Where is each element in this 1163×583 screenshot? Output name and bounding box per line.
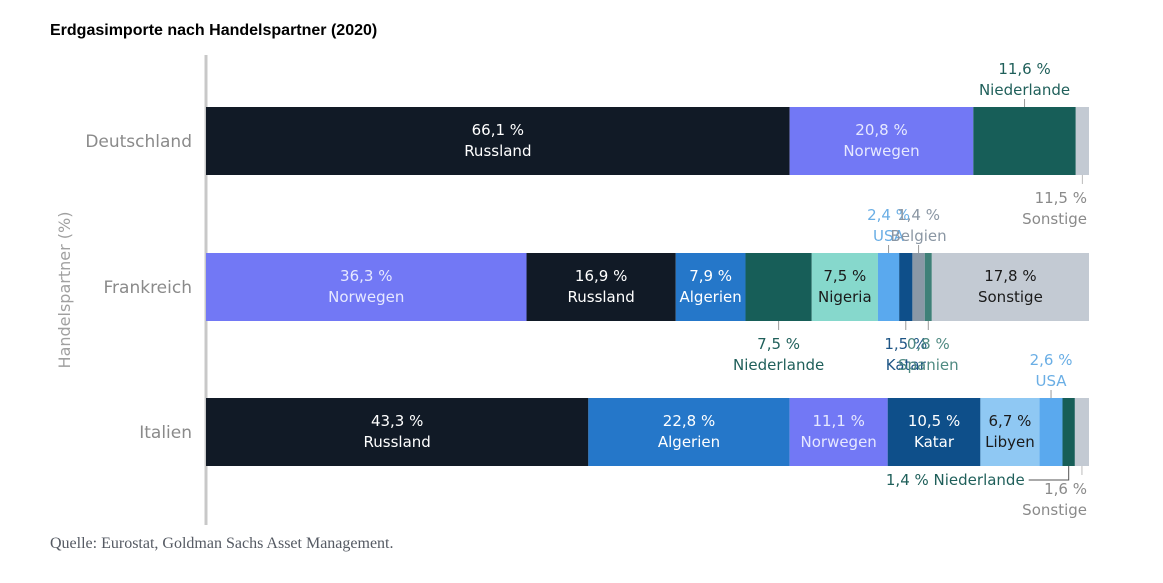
bar-frankreich-russland-label-text: Russland — [568, 288, 635, 306]
bar-frankreich-niederlande-label: 7,5 % Niederlande — [733, 335, 824, 374]
bar-frankreich-nigeria — [811, 253, 878, 321]
bar-frankreich-usa-label-value: 2,4 % — [867, 206, 910, 224]
bar-frankreich-nigeria-label: 7,5 % Nigeria — [818, 267, 872, 306]
bar-italien-katar-label-value: 10,5 % — [908, 412, 960, 430]
bar-italien-niederlande-leader — [1028, 466, 1070, 481]
bar-frankreich-belgien — [912, 253, 925, 321]
bar-frankreich-algerien-label-value: 7,9 % — [689, 267, 732, 285]
bar-deutschland-niederlande-label: 11,6 % Niederlande — [979, 60, 1070, 99]
bar-italien-norwegen — [789, 398, 888, 466]
category-label-italien: Italien — [139, 423, 192, 443]
bar-frankreich-sonstige-label: 17,8 % Sonstige — [978, 267, 1043, 306]
bar-frankreich-norwegen-label: 36,3 % Norwegen — [328, 267, 404, 306]
bar-italien-algerien — [588, 398, 790, 466]
bar-italien-sonstige — [1074, 398, 1089, 466]
bar-italien-russland-label-text: Russland — [364, 433, 431, 451]
source-note: Quelle: Eurostat, Goldman Sachs Asset Ma… — [50, 535, 394, 552]
chart-title: Erdgasimporte nach Handelspartner (2020) — [50, 22, 378, 39]
bar-frankreich-spanien-label-text: Spanien — [898, 356, 959, 374]
bar-italien-algerien-label-text: Algerien — [658, 433, 720, 451]
bar-deutschland-russland-label-text: Russland — [464, 142, 531, 160]
bar-italien-sonstige-label-text: Sonstige — [1022, 501, 1087, 519]
bar-frankreich-belgien-label-value: 1,4 % — [897, 206, 940, 224]
bar-frankreich-russland-label: 16,9 % Russland — [568, 267, 635, 306]
bar-italien-usa-label-text: USA — [1036, 372, 1068, 390]
bar-italien-katar-label: 10,5 % Katar — [908, 412, 960, 451]
bar-frankreich-norwegen-label-text: Norwegen — [328, 288, 404, 306]
bar-deutschland-sonstige-label-text: Sonstige — [1022, 210, 1087, 228]
bar-deutschland-norwegen-label-value: 20,8 % — [855, 121, 907, 139]
bar-frankreich-niederlande-label-text: Niederlande — [733, 356, 824, 374]
bar-italien-niederlande — [1062, 398, 1075, 466]
bar-frankreich-norwegen-label-value: 36,3 % — [340, 267, 392, 285]
bar-deutschland-russland — [206, 107, 790, 175]
bar-italien-sonstige-label-value: 1,6 % — [1044, 480, 1087, 498]
bar-deutschland-sonstige — [1075, 107, 1089, 175]
category-label-frankreich: Frankreich — [104, 278, 193, 298]
bar-italien-usa-label-value: 2,6 % — [1030, 351, 1073, 369]
bar-italien-libyen-label-value: 6,7 % — [989, 412, 1032, 430]
bar-deutschland-russland-label-value: 66,1 % — [472, 121, 524, 139]
bar-deutschland-norwegen — [789, 107, 974, 175]
bar-frankreich-katar — [899, 253, 913, 321]
bar-frankreich-nigeria-label-text: Nigeria — [818, 288, 872, 306]
bar-italien-libyen-label-text: Libyen — [985, 433, 1035, 451]
bar-frankreich-niederlande — [745, 253, 812, 321]
bar-frankreich-algerien-label: 7,9 % Algerien — [680, 267, 742, 306]
bar-deutschland-niederlande-label-text: Niederlande — [979, 81, 1070, 99]
bar-deutschland-sonstige-label-value: 11,5 % — [1035, 189, 1087, 207]
bar-deutschland-russland-label: 66,1 % Russland — [464, 121, 531, 160]
bar-deutschland-norwegen-label-text: Norwegen — [843, 142, 919, 160]
bar-frankreich-niederlande-label-value: 7,5 % — [757, 335, 800, 353]
bar-frankreich-katar-label-value: 1,5 % — [884, 335, 927, 353]
bar-frankreich-sonstige — [931, 253, 1089, 321]
bar-italien-usa-label: 2,6 % USA — [1030, 351, 1073, 390]
bar-italien-usa — [1039, 398, 1063, 466]
bar-frankreich-usa-label: 2,4 % USA — [867, 206, 910, 245]
bar-frankreich-katar-label: 1,5 % Katar — [884, 335, 927, 374]
bar-deutschland-norwegen-label: 20,8 % Norwegen — [843, 121, 919, 160]
bar-italien-libyen-label: 6,7 % Libyen — [985, 412, 1035, 451]
bar-italien-norwegen-label-text: Norwegen — [801, 433, 877, 451]
bar-italien-norwegen-label-value: 11,1 % — [812, 412, 864, 430]
bar-frankreich-spanien-label: 0,8 % Spanien — [898, 335, 959, 374]
bar-italien-algerien-label: 22,8 % Algerien — [658, 412, 720, 451]
bar-frankreich-russland — [526, 253, 676, 321]
bar-frankreich-norwegen — [206, 253, 527, 321]
y-axis-label: Handelspartner (%) — [55, 212, 74, 369]
bar-frankreich-algerien — [675, 253, 746, 321]
bar-italien-niederlande-label: 1,4 % Niederlande — [886, 471, 1025, 489]
bar-italien-norwegen-label: 11,1 % Norwegen — [801, 412, 877, 451]
bar-frankreich-algerien-label-text: Algerien — [680, 288, 742, 306]
bar-italien-russland — [206, 398, 589, 466]
bar-frankreich-russland-label-value: 16,9 % — [575, 267, 627, 285]
bar-italien-algerien-label-value: 22,8 % — [663, 412, 715, 430]
bar-frankreich-spanien-label-value: 0,8 % — [907, 335, 950, 353]
bar-frankreich-sonstige-label-text: Sonstige — [978, 288, 1043, 306]
bar-italien-libyen — [980, 398, 1040, 466]
bar-frankreich-nigeria-label-value: 7,5 % — [823, 267, 866, 285]
bar-deutschland-sonstige-label: 11,5 % Sonstige — [1022, 189, 1087, 228]
bar-frankreich-usa-label-text: USA — [873, 227, 905, 245]
bar-frankreich-sonstige-label-value: 17,8 % — [984, 267, 1036, 285]
bar-frankreich-katar-label-text: Katar — [886, 356, 927, 374]
bar-italien-russland-label: 43,3 % Russland — [364, 412, 431, 451]
bar-deutschland-niederlande — [973, 107, 1076, 175]
bar-frankreich-spanien — [924, 253, 932, 321]
bar-italien-russland-label-value: 43,3 % — [371, 412, 423, 430]
bar-italien-katar — [887, 398, 981, 466]
bar-frankreich-belgien-label: 1,4 % Belgien — [891, 206, 947, 245]
category-label-deutschland: Deutschland — [85, 132, 192, 152]
bar-deutschland-niederlande-label-value: 11,6 % — [998, 60, 1050, 78]
bar-frankreich-belgien-label-text: Belgien — [891, 227, 947, 245]
bar-italien-katar-label-text: Katar — [914, 433, 955, 451]
bar-italien-sonstige-label: 1,6 % Sonstige — [1022, 480, 1087, 519]
bar-frankreich-usa — [877, 253, 900, 321]
